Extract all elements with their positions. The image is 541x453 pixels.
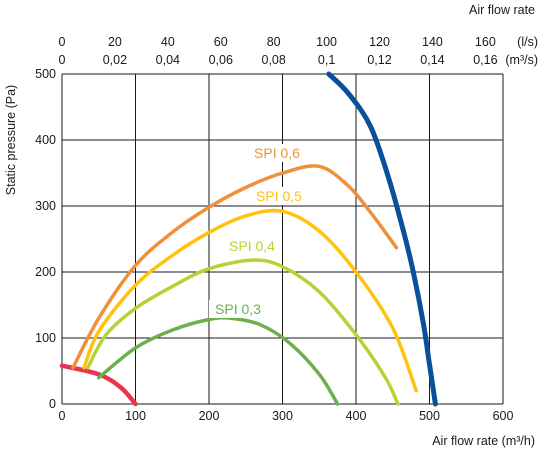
top-axis-title: Air flow rate [469,3,535,17]
x-tick-label: 100 [125,409,146,423]
series-label-background [250,187,308,205]
y-axis-title: Static pressure (Pa) [4,85,18,195]
y-tick-label: 100 [35,331,56,345]
x-tick-label: 400 [346,409,367,423]
series-label-background [209,300,267,318]
top-tick-label-m3s: 0,06 [209,53,233,67]
x-tick-label: 600 [493,409,514,423]
top-tick-label-m3s: 0,08 [262,53,286,67]
top-tick-label-ls: 80 [267,35,281,49]
x-tick-label: 300 [272,409,293,423]
grid [61,73,504,405]
x-axis-title: Air flow rate (m³/h) [432,434,535,448]
top-tick-label-ls: 100 [316,35,337,49]
series-label: SPI 0,5 [256,188,302,204]
top-tick-label-ls: 40 [161,35,175,49]
top-tick-label-ls: 120 [369,35,390,49]
x-tick-label: 500 [419,409,440,423]
system-curve-line [59,363,138,407]
series-line-spi-0-6 [71,164,399,370]
series-line-spi-0-3 [97,315,340,406]
top-tick-label-ls: 20 [108,35,122,49]
series-label: SPI 0,3 [215,301,261,317]
series-label-background [223,237,281,255]
series-label-background [248,144,306,162]
top-tick-label-m3s: 0 [59,53,66,67]
top-tick-label-ls: 160 [475,35,496,49]
top-tick-label-ls: 140 [422,35,443,49]
label-layer: SPI 0,3 SPI 0,4 SPI 0,5 SPI 0,6 [209,144,308,318]
y-tick-label: 300 [35,199,56,213]
y-tick-label: 200 [35,265,56,279]
y-tick-label: 0 [49,397,56,411]
top-tick-label-m3s: 0,02 [103,53,127,67]
series-line-spi-0-5 [82,208,419,393]
top-tick-label-m3s: 0,16 [473,53,497,67]
top-tick-label-m3s: 0,14 [420,53,444,67]
y-tick-label: 500 [35,67,56,81]
series-label: SPI 0,4 [229,238,275,254]
fan-curve-line [326,71,438,407]
top-unit-ls: (l/s) [517,35,538,49]
top-unit-m3s: (m³/s) [505,53,538,67]
series-label: SPI 0,6 [254,145,300,161]
top-tick-label-ls: 60 [214,35,228,49]
top-tick-label-m3s: 0,04 [156,53,180,67]
y-axis: 0 100 200 300 400 500 [35,67,56,411]
top-axis: 0 20 40 60 80 100 120 140 160 0 0,02 0,04 0,06 0,08 0,… [59,35,538,67]
x-tick-label: 0 [59,409,66,423]
top-tick-label-ls: 0 [59,35,66,49]
top-tick-label-m3s: 0,12 [367,53,391,67]
series-layer [59,71,438,407]
y-tick-label: 400 [35,133,56,147]
series-line-spi-0-4 [85,258,400,406]
top-tick-label-m3s: 0,1 [318,53,335,67]
x-axis: 0 100 200 300 400 500 600 [59,409,514,423]
x-tick-label: 200 [199,409,220,423]
